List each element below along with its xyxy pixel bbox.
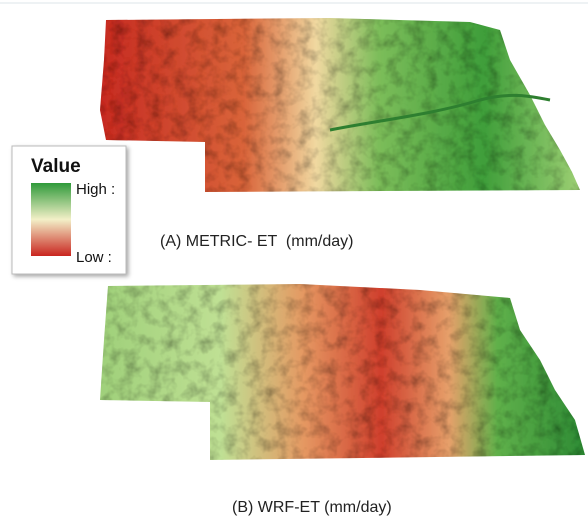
legend: Value High : Low : bbox=[12, 146, 126, 274]
legend-high: High : bbox=[76, 181, 115, 198]
caption-b: (B) WRF-ET (mm/day) bbox=[232, 499, 392, 516]
map-wrf-et bbox=[100, 284, 585, 460]
legend-ramp bbox=[31, 183, 71, 256]
legend-title: Value bbox=[31, 156, 81, 177]
map-metric-et bbox=[100, 18, 580, 192]
figure: (A) METRIC- ET (mm/day) (B) WRF-ET (mm/d… bbox=[0, 0, 588, 522]
caption-a: (A) METRIC- ET (mm/day) bbox=[160, 233, 353, 250]
legend-low: Low : bbox=[76, 249, 112, 266]
